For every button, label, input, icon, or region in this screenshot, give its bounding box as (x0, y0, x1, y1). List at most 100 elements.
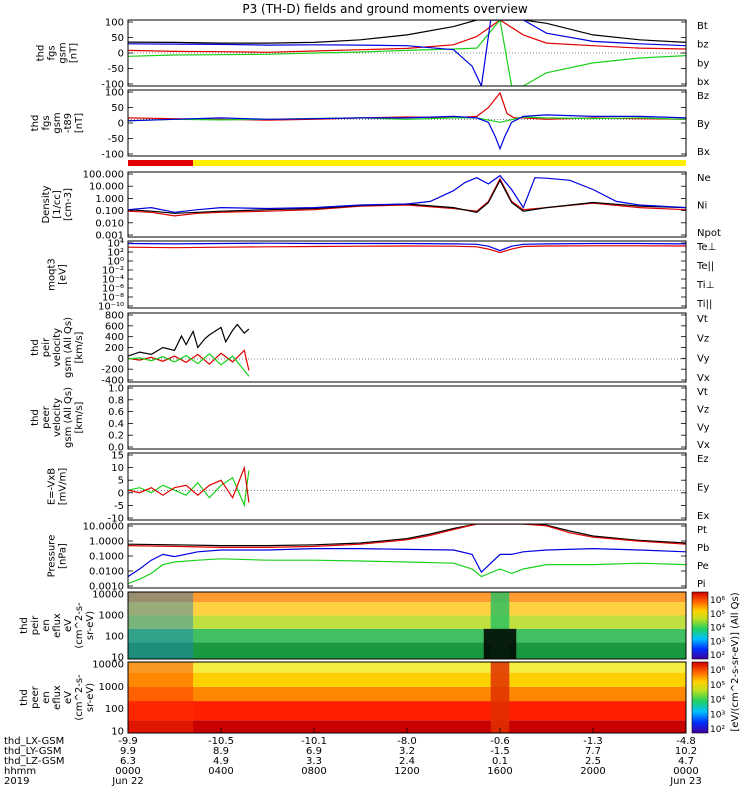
xaxis-value: 1200 (394, 766, 419, 777)
ytick-label: 0.4 (108, 419, 124, 430)
spectrogram-nodata (483, 628, 517, 659)
xaxis-value: 0000 (115, 766, 140, 777)
figure-title: P3 (TH-D) fields and ground moments over… (242, 2, 527, 16)
legend-ti⊥: Ti⊥ (696, 280, 714, 291)
legend-bx: bx (697, 77, 709, 88)
legend-pe: Pe (697, 561, 709, 572)
colorbar-tick: 10⁶ (710, 596, 725, 606)
legend-ti||: Ti|| (696, 299, 712, 310)
ylabel-line: en (41, 691, 52, 704)
ytick-label: 10.000 (89, 182, 124, 193)
ytick-label: 0 (118, 49, 124, 60)
ylabel-line: gsm (58, 42, 69, 63)
series-pb (128, 524, 686, 548)
ylabel-line: gsm (52, 112, 63, 133)
xaxis-value: -1.5 (490, 746, 510, 757)
xaxis-row-label: thd_LX-GSM (4, 736, 64, 747)
ytick-label: -100 (101, 150, 124, 161)
ylabel-line: [nPa] (58, 543, 69, 569)
xaxis-row-label: hhmm (4, 766, 36, 777)
ylabel-line: (cm^2-s- (74, 602, 85, 649)
legend-vz: Vz (697, 405, 709, 416)
legend-vx: Vx (697, 440, 710, 451)
xaxis-row-label: thd_LZ-GSM (4, 756, 65, 767)
ytick-label: 5 (118, 476, 124, 487)
xaxis-value: -8.0 (397, 736, 417, 747)
xaxis-value: Jun 22 (111, 776, 144, 787)
panel-frame (127, 171, 687, 238)
series-bt (128, 20, 686, 44)
ytick-label: 0 (118, 354, 124, 365)
panel-fgs: thd fgs gsm [nT] 100 50 0 -50 -100 Bt bz by bx (36, 18, 710, 91)
xaxis-value: 3.2 (399, 746, 415, 757)
legend-te||: Te|| (696, 261, 714, 272)
spectrogram-band (128, 642, 686, 659)
ytick-label: 10000 (92, 660, 124, 671)
ylabel-line: Density (41, 185, 52, 223)
ytick-label: 10 (111, 727, 124, 738)
ylabel-line: [nT] (69, 43, 80, 63)
xaxis-value: 8.9 (213, 746, 229, 757)
panel-fgs-t89: thd fgs gsm -t89 [nT] 100 50 0 -50 -100 Bz By Bx (30, 88, 710, 161)
legend-vy: Vy (697, 353, 710, 364)
ylabel-line: sr-eV) (85, 611, 96, 640)
legend-te⊥: Te⊥ (696, 242, 716, 253)
ytick-label: 15 (111, 451, 124, 462)
ytick-label: 0.010 (95, 218, 124, 229)
ylabel-line: [km/s] (74, 331, 85, 363)
ytick-label: 100.000 (83, 170, 124, 181)
series-vt (128, 323, 250, 357)
panel-frame (127, 240, 687, 309)
xaxis-value: 2.5 (585, 756, 601, 767)
ylabel-line: [km/s] (74, 401, 85, 433)
colorbar-tick: 10⁶ (710, 666, 725, 676)
panel-pressure: Pressure [nPa] 10.0000 1.0000 0.1000 0.0100 0.… (47, 522, 710, 593)
ytick-label: 10⁻⁶ (102, 284, 124, 295)
colorbar-label: [eV/(cm^2-s-sr-eV)] (All Qs) (730, 592, 741, 731)
ytick-label: 10² (107, 248, 124, 259)
ylabel-line: Pressure (47, 535, 58, 578)
ylabel-line: [nT] (74, 113, 85, 133)
series-te (128, 245, 686, 254)
ytick-label: 100 (105, 88, 124, 99)
ytick-label: 0.001 (95, 231, 124, 242)
xaxis-value: -9.9 (118, 736, 138, 747)
panel-frame (127, 19, 687, 87)
ylabel-line: fgs (41, 115, 52, 130)
series-pe (128, 558, 686, 585)
ylabel-line: thd (19, 689, 30, 706)
xaxis-value: 1600 (487, 766, 512, 777)
xaxis-value: -1.3 (583, 736, 603, 747)
series-pi (128, 547, 686, 578)
legend-bz: bz (697, 40, 709, 51)
ytick-label: 0 (118, 119, 124, 130)
xaxis-value: 0000 (673, 766, 698, 777)
ytick-label: 0.8 (108, 395, 124, 406)
ytick-label: 100 (105, 18, 124, 29)
spectrogram-band (128, 662, 686, 673)
legend-ey: Ey (697, 483, 709, 494)
ytick-label: 10 (111, 653, 124, 664)
mode-bar (128, 160, 686, 166)
legend-vx: Vx (697, 373, 710, 384)
legend-pt: Pt (697, 525, 707, 536)
colorbar-tick: 10⁴ (710, 696, 725, 706)
ytick-label: -5 (114, 501, 124, 512)
legend-vt: Vt (697, 387, 708, 398)
xaxis-row-label: 2019 (4, 776, 29, 787)
legend-vt: Vt (697, 314, 708, 325)
colorbar-tick: 10⁴ (710, 624, 725, 634)
xaxis-value: 2000 (580, 766, 605, 777)
ytick-label: 0.2 (108, 431, 124, 442)
xaxis-row-label: thd_LY-GSM (4, 746, 61, 757)
spectrogram-band (128, 628, 686, 643)
colorbars: 10⁶ 10⁵ 10⁴ 10³ 10² 10⁶ 10⁵ 10⁴ 10³ 10² [eV/(cm^2-… (691, 591, 741, 735)
ytick-label: 10000 (92, 590, 124, 601)
ytick-label: 10⁴ (107, 239, 124, 250)
legend-pb: Pb (697, 543, 709, 554)
legend-ez: Ez (697, 454, 709, 465)
legend-pi: Pi (697, 579, 706, 590)
xaxis-value: -4.8 (676, 736, 696, 747)
